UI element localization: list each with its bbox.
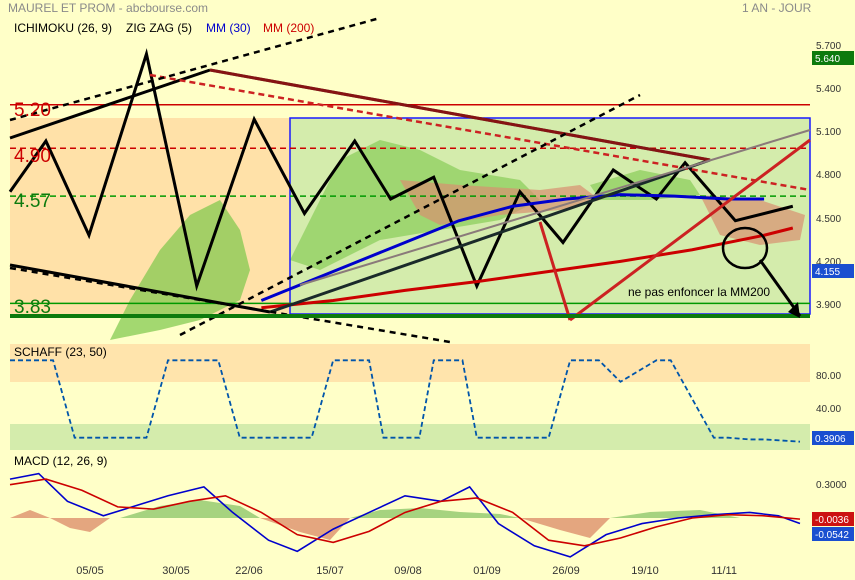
dashed-channel-mid <box>179 93 641 337</box>
ytick-4200: 4.200 <box>816 257 841 268</box>
chart-title: MAUREL ET PROM - abcbourse.com <box>8 1 208 15</box>
schaff-title: SCHAFF (23, 50) <box>14 345 107 359</box>
macd-histogram-neg1 <box>10 510 110 532</box>
macd-value-box-2 <box>812 527 854 541</box>
macd-histogram-neg3 <box>520 518 610 538</box>
down-arrow-line <box>758 259 802 317</box>
mm30-value: 4.155 <box>815 267 840 278</box>
down-arrow-head <box>788 302 800 318</box>
schaff-series <box>10 359 801 443</box>
schaff-value-box <box>812 431 854 445</box>
xtick-label: 15/07 <box>316 565 344 577</box>
xtick-label: 26/09 <box>552 565 580 577</box>
macd-last-1: -0.0036 <box>815 515 849 526</box>
schaff-line-0 <box>10 359 801 443</box>
macd-title: MACD (12, 26, 9) <box>14 454 107 468</box>
trendline-upper-left <box>9 68 211 140</box>
period-label: 1 AN - JOUR <box>742 1 812 15</box>
legend-ichimoku: ICHIMOKU (26, 9) <box>14 21 112 35</box>
xtick-label: 09/08 <box>394 565 422 577</box>
price-series <box>8 48 794 310</box>
schaff-overbought-zone <box>10 344 810 382</box>
last-price-value: 5.640 <box>815 54 840 65</box>
level-label-520: 5.20 <box>14 100 51 121</box>
ytick-4500: 4.500 <box>816 214 841 225</box>
circle-highlight <box>721 226 769 270</box>
ytick-5400: 5.400 <box>816 84 841 95</box>
red-wedge-left <box>538 221 572 321</box>
trendline-triangle-lower <box>269 158 711 314</box>
schaff-tick-80: 80.00 <box>816 371 841 382</box>
xtick-label: 19/10 <box>631 565 659 577</box>
macd-last-2: -0.0542 <box>815 530 849 541</box>
price-series-line-1 <box>260 193 765 302</box>
ytick-5100: 5.100 <box>816 127 841 138</box>
legend-zigzag: ZIG ZAG (5) <box>126 21 192 35</box>
mm30-value-box <box>812 264 854 278</box>
level-label-490: 4.90 <box>14 146 51 167</box>
macd-value-box-1 <box>812 512 854 526</box>
dashed-channel-top <box>9 16 381 122</box>
level-label-383: 3.83 <box>14 297 51 318</box>
xtick-label: 30/05 <box>162 565 190 577</box>
ytick-3900: 3.900 <box>816 300 841 311</box>
legend-mm200: MM (200) <box>263 21 314 35</box>
red-resistance <box>209 68 711 162</box>
xtick-label: 22/06 <box>235 565 263 577</box>
level-label-457: 4.57 <box>14 191 51 212</box>
price-yaxis: 5.700 5.400 5.100 4.800 4.500 4.200 3.90… <box>816 41 841 311</box>
macd-tick-03: 0.3000 <box>816 480 847 491</box>
ytick-4800: 4.800 <box>816 170 841 181</box>
red-dashed-resistance <box>149 73 811 192</box>
macd-histogram-pos2 <box>350 508 520 518</box>
trendline-lower-left <box>9 263 271 314</box>
ichimoku-cloud-red <box>400 180 600 225</box>
macd-line-0 <box>9 472 801 558</box>
schaff-last-value: 0.3906 <box>815 434 846 445</box>
schaff-tick-40: 40.00 <box>816 404 841 415</box>
xtick-label: 01/09 <box>473 565 501 577</box>
macd-histogram-neg2 <box>260 518 350 540</box>
x-axis: 05/05 30/05 22/06 15/07 09/08 01/09 26/09 19/10… <box>76 565 737 577</box>
xtick-label: 11/11 <box>711 565 737 577</box>
macd-series <box>9 472 801 558</box>
macd-line-1 <box>9 478 801 547</box>
macd-histogram-pos1 <box>120 500 260 518</box>
grey-line <box>299 129 811 286</box>
macd-panel <box>10 452 810 562</box>
trend-lines <box>9 16 811 344</box>
last-price-box <box>812 51 854 65</box>
xtick-label: 05/05 <box>76 565 104 577</box>
dashed-channel-bottom <box>9 266 451 344</box>
price-series-line-2 <box>261 226 794 310</box>
red-wedge-lower <box>569 138 811 322</box>
price-series-line-0 <box>8 48 794 292</box>
annotation-text: ne pas enfoncer la MM200 <box>628 285 770 299</box>
ytick-5700: 5.700 <box>816 41 841 52</box>
legend-mm30: MM (30) <box>206 21 251 35</box>
